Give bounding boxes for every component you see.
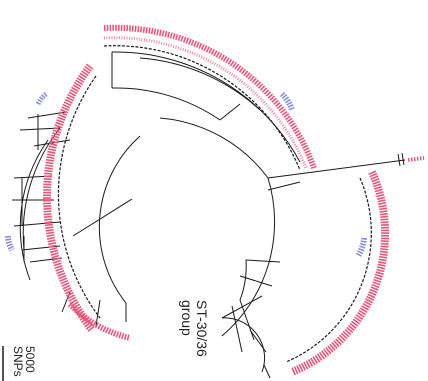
tree-branches <box>12 51 406 379</box>
leaf-band-left <box>43 63 96 333</box>
leaf-accent-1 <box>279 91 295 112</box>
backbone-arc <box>159 117 269 179</box>
scale-value: 5000 <box>23 346 37 373</box>
leaf-band-upper-inner <box>103 45 301 171</box>
leaf-tips <box>5 24 425 376</box>
leaf-band-upper-2 <box>103 36 308 169</box>
leaf-band-bottom <box>67 301 131 341</box>
group-label-line2: group <box>179 300 195 336</box>
outer-clade-arc-bottom <box>221 177 276 337</box>
leaf-accent-2 <box>355 237 367 258</box>
group-label-line1: ST-30/36 <box>194 300 210 357</box>
leaf-accent-4 <box>35 92 48 106</box>
scale-bar: 5000 SNPs <box>2 346 37 381</box>
long-branch <box>267 159 406 179</box>
outer-clade-arc-right <box>111 51 301 163</box>
group-label: ST-30/36 group <box>179 300 210 361</box>
leaf-band-right <box>290 170 390 376</box>
inner-arc <box>98 135 141 304</box>
mid-arc-left <box>22 127 61 251</box>
scale-unit: SNPs <box>11 346 25 377</box>
leaf-band-left-inner <box>57 75 101 319</box>
root-branch <box>72 198 133 237</box>
long-branch-break-1 <box>397 153 401 167</box>
long-branch-break-2 <box>401 152 405 166</box>
outlier-leaf <box>407 156 425 162</box>
leaf-band-right-inner <box>285 177 372 363</box>
leaf-accent-3 <box>5 235 15 252</box>
leaf-band-upper <box>103 24 317 170</box>
